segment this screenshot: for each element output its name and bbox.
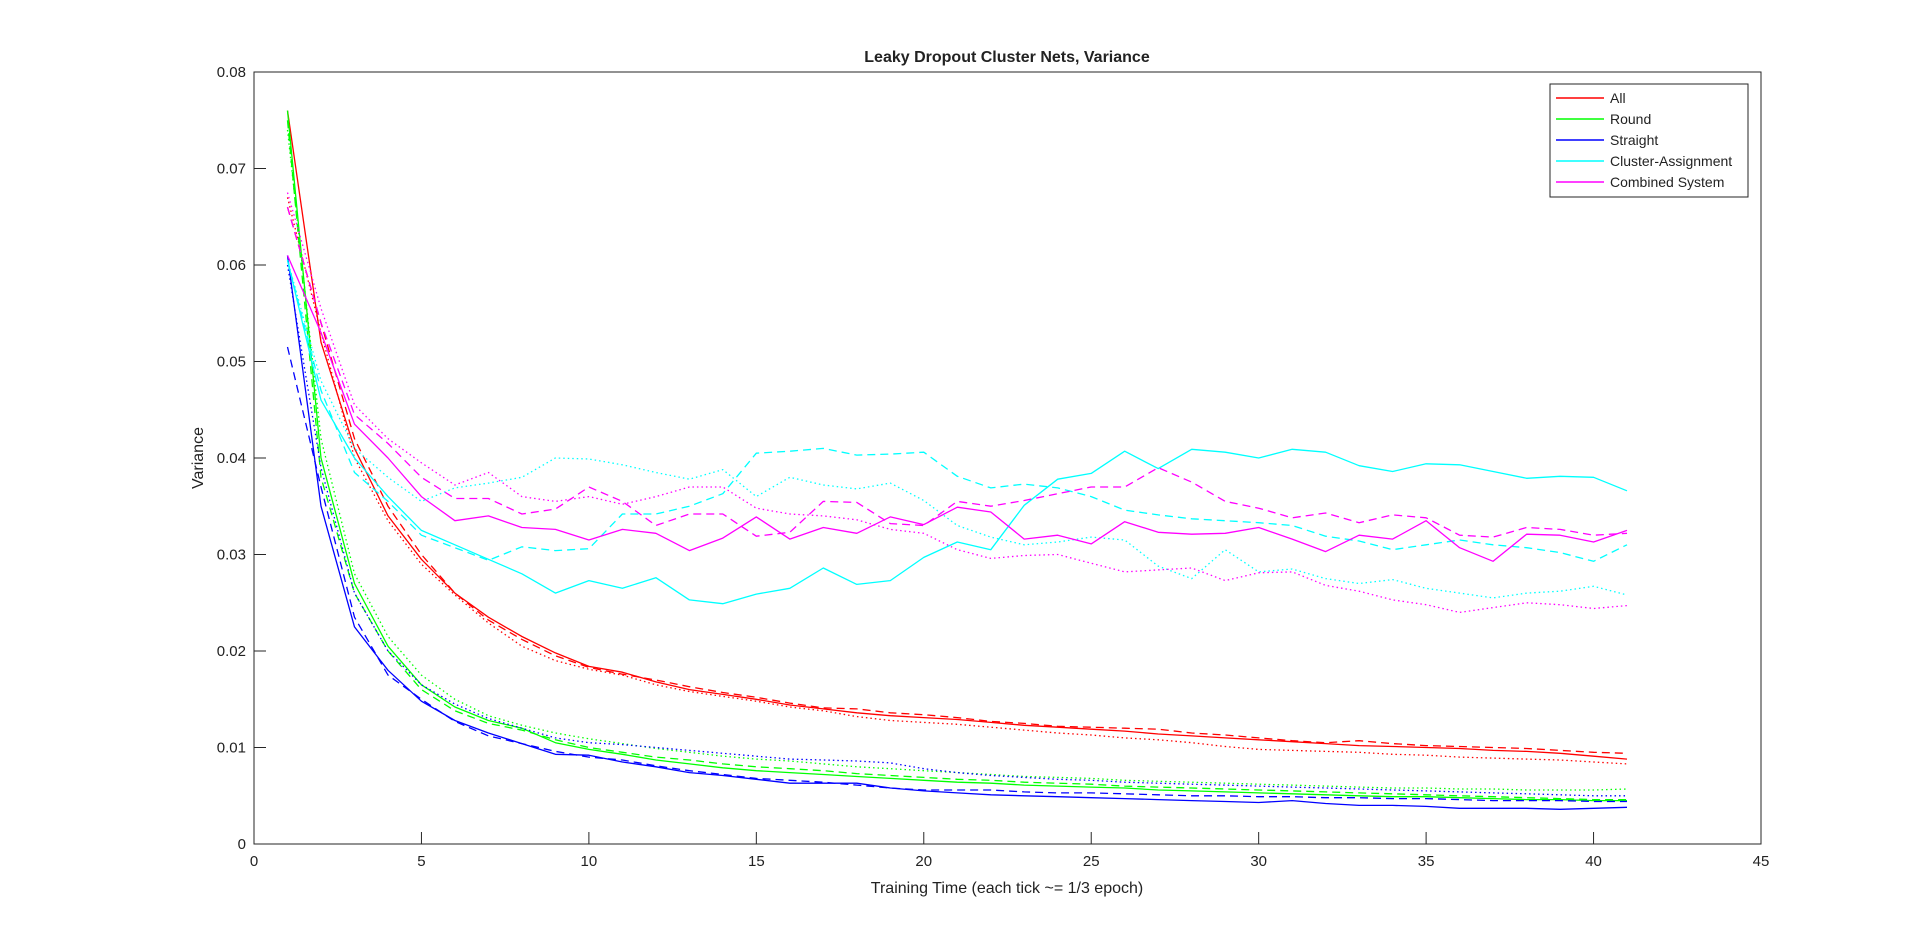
legend-label: Round xyxy=(1610,111,1651,127)
legend-label: Cluster-Assignment xyxy=(1610,153,1732,169)
x-tick-label: 15 xyxy=(748,853,765,870)
y-tick-label: 0.01 xyxy=(217,740,246,757)
series-line-run-dashed-1 xyxy=(286,206,1628,754)
series-line-run-dashed-7 xyxy=(286,346,1627,803)
series-line-run-dashed-13 xyxy=(286,206,1628,538)
y-tick-label: 0 xyxy=(238,836,246,853)
y-tick-label: 0.04 xyxy=(217,450,246,467)
x-tick-label: 30 xyxy=(1250,853,1267,870)
series-line-run-dashed-4 xyxy=(286,120,1627,801)
x-tick-label: 10 xyxy=(581,853,598,870)
x-axis-label: Training Time (each tick ~= 1/3 epoch) xyxy=(871,880,1143,897)
series-line-straight-solid-6 xyxy=(286,255,1628,810)
series-lines xyxy=(286,110,1628,810)
x-tick-label: 40 xyxy=(1585,853,1602,870)
x-tick-label: 5 xyxy=(417,853,425,870)
x-tick-label: 25 xyxy=(1083,853,1100,870)
y-tick-label: 0.07 xyxy=(217,161,246,178)
legend: All Round Straight Cluster-Assignment Combin… xyxy=(1549,83,1749,198)
legend-label: Combined System xyxy=(1610,174,1724,190)
y-axis-label: Variance xyxy=(190,427,207,489)
series-line-combined-system-solid-12 xyxy=(286,255,1628,562)
series-line-run-dotted-14 xyxy=(286,192,1628,614)
legend-label: All xyxy=(1610,90,1626,106)
axes: 0 5 10 15 20 25 30 35 40 45 0 0.01 0.02 0.03 0.04 0.05 0… xyxy=(217,64,1770,870)
series-line-run-dashed-10 xyxy=(286,260,1628,562)
y-tick-label: 0.08 xyxy=(217,64,246,81)
series-line-all-solid-0 xyxy=(286,110,1628,760)
chart-title: Leaky Dropout Cluster Nets, Variance xyxy=(864,49,1150,66)
x-tick-label: 0 xyxy=(250,853,258,870)
series-line-run-dotted-11 xyxy=(286,260,1628,599)
y-tick-label: 0.03 xyxy=(217,547,246,564)
series-line-round-solid-3 xyxy=(286,110,1627,802)
series-line-run-dotted-8 xyxy=(286,264,1627,797)
series-line-cluster-assignment-solid-9 xyxy=(286,260,1628,605)
y-tick-label: 0.05 xyxy=(217,354,246,371)
y-tick-label: 0.02 xyxy=(217,643,246,660)
x-tick-label: 20 xyxy=(915,853,932,870)
series-line-run-dotted-5 xyxy=(286,129,1628,791)
x-tick-label: 35 xyxy=(1418,853,1435,870)
legend-label: Straight xyxy=(1610,132,1658,148)
x-tick-label: 45 xyxy=(1753,853,1770,870)
y-tick-label: 0.06 xyxy=(217,257,246,274)
